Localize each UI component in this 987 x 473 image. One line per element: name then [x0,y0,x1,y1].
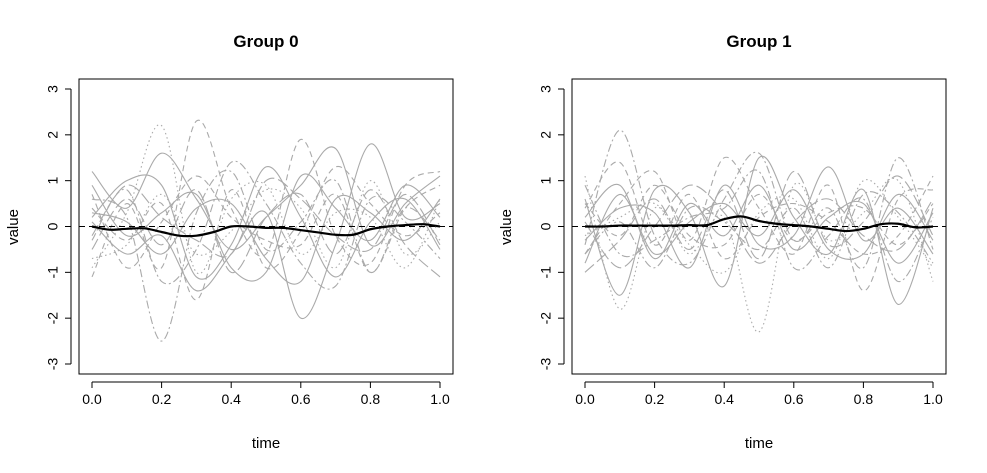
plot-area: 0.0 0.2 0.4 0.6 0.8 1.0 -3 -2 -1 0 1 2 3 [45,78,454,407]
mean-curve [584,215,934,233]
x-tick-label: 1.0 [430,391,450,407]
x-axis-label: time [252,435,280,452]
x-tick-label: 0.6 [784,391,804,407]
individual-curve [91,189,441,278]
individual-curve [584,175,934,333]
individual-curve [584,155,934,305]
x-tick-label: 0.8 [361,391,381,407]
plot-area: 0.0 0.2 0.4 0.6 0.8 1.0 -3 -2 -1 0 1 2 3 [538,78,947,407]
individual-curve [584,191,934,269]
individual-curve [91,194,441,285]
plot-frame [571,78,947,375]
curves-group [79,119,453,342]
y-tick-label: 2 [538,131,554,139]
individual-curve [584,170,934,273]
individual-curve [584,166,934,269]
panel-group-0: Group 0 time value 0.0 0.2 0.4 0.6 0.8 1.0 -3 -… [5,32,454,452]
chart-title: Group 0 [233,32,298,51]
x-tick-label: 0.6 [291,391,311,407]
y-tick-label: 1 [45,177,61,185]
y-tick-label: 0 [45,222,61,230]
individual-curve [91,166,441,280]
y-tick-label: 2 [45,131,61,139]
x-tick-label: 0.4 [221,391,241,407]
x-axis-label: time [745,435,773,452]
y-tick-label: -3 [538,358,554,371]
y-tick-label: -1 [538,266,554,279]
mean-curve [91,223,441,238]
y-axis-label: value [5,209,22,245]
curves-group [572,129,946,333]
individual-curve [584,169,934,283]
individual-curve [91,166,441,301]
x-tick-label: 0.2 [645,391,665,407]
individual-curve [91,173,441,282]
individual-curve [584,129,934,269]
chart-title: Group 1 [726,32,791,51]
y-tick-label: 3 [538,85,554,93]
y-tick-label: -2 [45,312,61,325]
individual-curve [91,124,441,275]
x-tick-label: 0.0 [82,391,102,407]
plot-frame [78,78,454,375]
individual-curve [584,189,934,264]
x-tick-label: 0.8 [854,391,874,407]
y-tick-label: -3 [45,358,61,371]
x-tick-label: 0.2 [152,391,172,407]
individual-curve [91,143,441,319]
y-axis-label: value [498,209,515,245]
individual-curve [91,180,441,269]
y-tick-label: -2 [538,312,554,325]
individual-curve [91,160,441,290]
y-tick-label: -1 [45,266,61,279]
individual-curve [584,184,934,249]
x-tick-label: 0.0 [575,391,595,407]
y-tick-label: 1 [538,177,554,185]
y-tick-label: 0 [538,222,554,230]
individual-curve [91,175,441,273]
y-tick-label: 3 [45,85,61,93]
individual-curve [91,119,441,278]
x-tick-label: 1.0 [923,391,943,407]
x-tick-label: 0.4 [714,391,734,407]
panel-group-1: Group 1 time value 0.0 0.2 0.4 0.6 0.8 1.0 -3 -… [498,32,947,452]
